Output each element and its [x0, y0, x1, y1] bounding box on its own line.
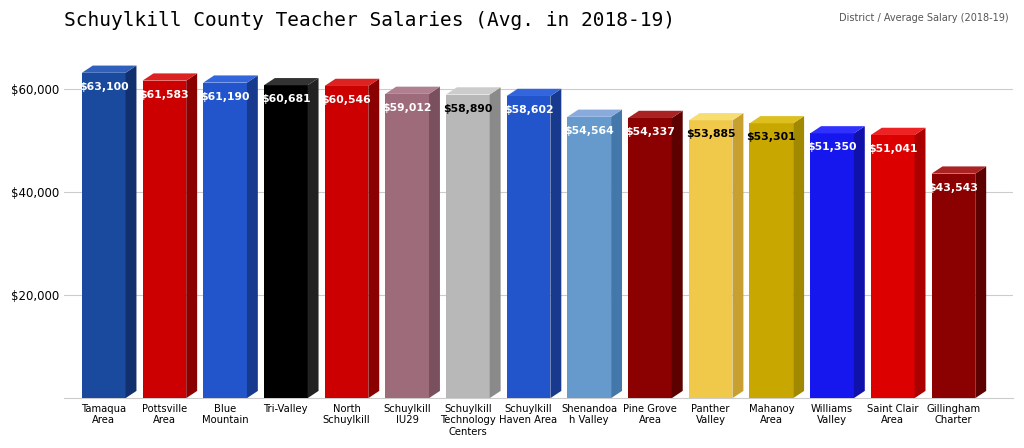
Polygon shape [932, 174, 975, 398]
Polygon shape [507, 89, 561, 96]
Text: District / Average Salary (2018-19): District / Average Salary (2018-19) [839, 13, 1009, 23]
Text: $61,583: $61,583 [139, 90, 189, 99]
Polygon shape [247, 75, 258, 398]
Polygon shape [567, 110, 622, 117]
Polygon shape [489, 87, 501, 398]
Polygon shape [550, 89, 561, 398]
Text: $63,100: $63,100 [79, 82, 128, 92]
Polygon shape [611, 110, 622, 398]
Polygon shape [672, 111, 683, 398]
Text: $60,681: $60,681 [261, 94, 310, 104]
Text: $58,602: $58,602 [504, 105, 553, 115]
Text: $53,885: $53,885 [686, 129, 735, 139]
Text: $58,890: $58,890 [443, 103, 493, 113]
Polygon shape [325, 79, 379, 86]
Polygon shape [932, 166, 986, 174]
Text: $43,543: $43,543 [929, 183, 978, 193]
Polygon shape [794, 116, 804, 398]
Polygon shape [689, 121, 732, 398]
Text: $51,041: $51,041 [868, 144, 918, 154]
Polygon shape [82, 73, 126, 398]
Polygon shape [446, 95, 489, 398]
Text: Schuylkill County Teacher Salaries (Avg. in 2018-19): Schuylkill County Teacher Salaries (Avg.… [65, 11, 675, 30]
Text: $61,190: $61,190 [201, 92, 250, 102]
Polygon shape [186, 73, 198, 398]
Polygon shape [126, 65, 136, 398]
Polygon shape [385, 86, 440, 94]
Polygon shape [810, 126, 865, 134]
Polygon shape [142, 81, 186, 398]
Polygon shape [870, 128, 926, 135]
Text: $60,546: $60,546 [322, 95, 372, 105]
Polygon shape [203, 75, 258, 82]
Polygon shape [810, 134, 854, 398]
Polygon shape [854, 126, 865, 398]
Polygon shape [307, 78, 318, 398]
Polygon shape [975, 166, 986, 398]
Polygon shape [142, 73, 198, 81]
Polygon shape [628, 118, 672, 398]
Polygon shape [264, 78, 318, 85]
Polygon shape [567, 117, 611, 398]
Polygon shape [628, 111, 683, 118]
Text: $59,012: $59,012 [382, 103, 432, 113]
Polygon shape [446, 87, 501, 95]
Polygon shape [870, 135, 914, 398]
Polygon shape [732, 113, 743, 398]
Polygon shape [203, 82, 247, 398]
Text: $53,301: $53,301 [746, 132, 796, 142]
Polygon shape [369, 79, 379, 398]
Polygon shape [82, 65, 136, 73]
Polygon shape [264, 85, 307, 398]
Text: $51,350: $51,350 [807, 142, 857, 152]
Polygon shape [914, 128, 926, 398]
Polygon shape [385, 94, 429, 398]
Polygon shape [507, 96, 550, 398]
Polygon shape [750, 116, 804, 123]
Text: $54,337: $54,337 [625, 127, 675, 137]
Polygon shape [750, 123, 794, 398]
Polygon shape [325, 86, 369, 398]
Polygon shape [689, 113, 743, 121]
Text: $54,564: $54,564 [564, 126, 614, 136]
Polygon shape [429, 86, 440, 398]
